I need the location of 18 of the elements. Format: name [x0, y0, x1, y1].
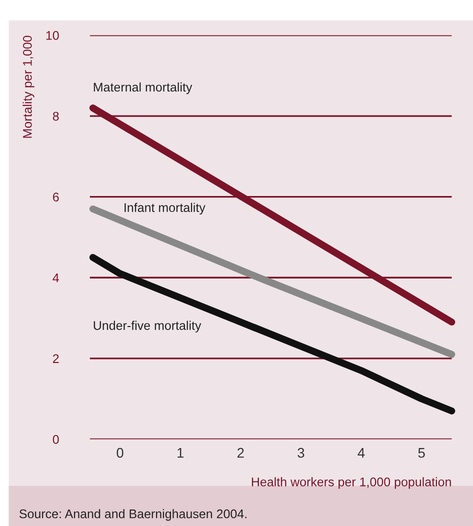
y-tick-label: 0	[52, 435, 59, 444]
y-tick-label: 6	[53, 192, 59, 202]
series-label: Under-five mortality	[94, 320, 202, 332]
series-label: Maternal mortality	[94, 82, 192, 94]
x-tick-label: 4	[358, 448, 365, 458]
series-label: Infant mortality	[124, 202, 206, 215]
y-tick-label: 10	[46, 31, 59, 40]
y-tick-label: 2	[52, 354, 59, 363]
x-tick-label: 3	[298, 448, 304, 458]
x-tick-label: 1	[178, 448, 184, 458]
x-axis-title: Health workers per 1,000 population	[252, 477, 451, 489]
y-axis-title: Mortality per 1,000	[22, 36, 34, 138]
source-note: Source: Anand and Baernighausen 2004.	[19, 509, 246, 521]
x-tick-label: 2	[237, 448, 244, 458]
y-tick-label: 4	[52, 274, 59, 282]
y-tick-label: 8	[52, 112, 59, 121]
x-tick-label: 0	[116, 448, 124, 458]
x-tick-label: 5	[418, 448, 425, 458]
